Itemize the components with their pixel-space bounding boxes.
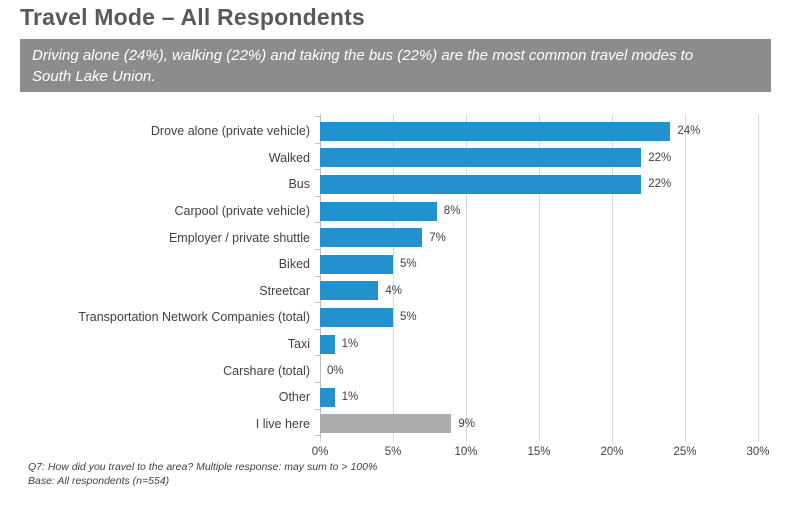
bar-track: 0% [320, 361, 770, 380]
category-label: Walked [268, 150, 310, 165]
value-label: 1% [341, 391, 359, 404]
bar [320, 174, 642, 194]
subtitle-text: Driving alone (24%), walking (22%) and t… [32, 46, 694, 85]
x-tick-label: 20% [600, 446, 624, 458]
bar-track: 24% [320, 121, 770, 141]
chart-rows: Drove alone (private vehicle) 24% Walked 22… [20, 118, 770, 437]
category-label: Other [278, 390, 310, 405]
axis-tick [466, 438, 467, 442]
chart-row: Biked 5% [20, 251, 770, 278]
bar-track: 7% [320, 228, 770, 248]
category-label: Taxi [287, 337, 310, 352]
category-label: Streetcar [259, 283, 310, 298]
bar-track: 9% [320, 414, 770, 434]
category-label: Carpool (private vehicle) [174, 204, 310, 219]
value-label: 9% [458, 417, 476, 430]
category-label: I live here [255, 416, 310, 431]
subtitle-banner: Driving alone (24%), walking (22%) and t… [20, 39, 771, 92]
category-label: Drove alone (private vehicle) [150, 124, 310, 139]
bar-track: 8% [320, 201, 770, 221]
chart-row: Walked 22% [20, 145, 770, 172]
bar-track: 1% [320, 334, 770, 354]
bar-track: 1% [320, 387, 770, 407]
x-tick-label: 30% [746, 446, 770, 458]
bar [320, 148, 642, 168]
chart-row: Other 1% [20, 384, 770, 411]
chart-row: Transportation Network Companies (total)… [20, 304, 770, 331]
axis-tick [758, 438, 759, 442]
bar [320, 228, 423, 248]
category-label: Employer / private shuttle [168, 230, 310, 245]
chart-row: Bus 22% [20, 171, 770, 198]
x-tick-label: 25% [673, 446, 697, 458]
axis-tick [393, 438, 394, 442]
footnote-line-1: Q7: How did you travel to the area? Mult… [28, 461, 378, 473]
axis-tick [539, 438, 540, 442]
value-label: 22% [648, 151, 672, 164]
bar [320, 334, 335, 354]
bar [320, 201, 437, 221]
value-label: 7% [429, 231, 446, 244]
value-label: 24% [677, 125, 701, 138]
bar [320, 387, 335, 407]
chart-row: Carshare (total) 0% [20, 357, 770, 384]
chart-row: Drove alone (private vehicle) 24% [20, 118, 770, 145]
footnote-line-2: Base: All respondents (n=554) [28, 475, 170, 488]
page-title: Travel Mode – All Respondents [20, 4, 365, 30]
axis-tick [685, 438, 686, 442]
axis-tick [612, 438, 613, 442]
bar-track: 5% [320, 307, 770, 327]
value-label: 4% [385, 284, 403, 297]
chart-row: Employer / private shuttle 7% [20, 224, 770, 251]
bar-track: 5% [320, 254, 770, 274]
value-label: 5% [400, 258, 417, 271]
travel-mode-bar-chart: Drove alone (private vehicle) 24% Walked 22… [20, 112, 770, 472]
category-axis-tick [315, 116, 320, 117]
value-label: 22% [648, 178, 672, 191]
x-tick-label: 10% [454, 446, 478, 458]
bar-track: 22% [320, 174, 770, 194]
x-tick-label: 5% [384, 446, 402, 458]
bar [320, 414, 452, 434]
bar [320, 307, 393, 327]
x-tick-label: 15% [527, 446, 551, 458]
bar-track: 4% [320, 281, 770, 301]
category-label: Carshare (total) [223, 363, 310, 378]
x-tick-label: 0% [311, 446, 329, 458]
category-label: Biked [278, 257, 310, 272]
value-label: 1% [341, 338, 359, 351]
chart-row: Streetcar 4% [20, 278, 770, 305]
axis-tick [320, 438, 321, 442]
bar [320, 121, 671, 141]
category-label: Transportation Network Companies (total) [78, 310, 310, 325]
chart-row: Carpool (private vehicle) 8% [20, 198, 770, 225]
value-label: 8% [443, 205, 461, 218]
chart-row: I live here 9% [20, 411, 770, 438]
bar [320, 254, 393, 274]
footnote: Q7: How did you travel to the area? Mult… [28, 460, 377, 488]
bar [320, 281, 379, 301]
chart-row: Taxi 1% [20, 331, 770, 358]
bar-track: 22% [320, 148, 770, 168]
value-label: 5% [400, 311, 417, 324]
category-label: Bus [288, 177, 310, 192]
value-label: 0% [327, 364, 344, 377]
x-axis: 0% 5% 10% 15% 20% 25% 30% [312, 446, 770, 464]
